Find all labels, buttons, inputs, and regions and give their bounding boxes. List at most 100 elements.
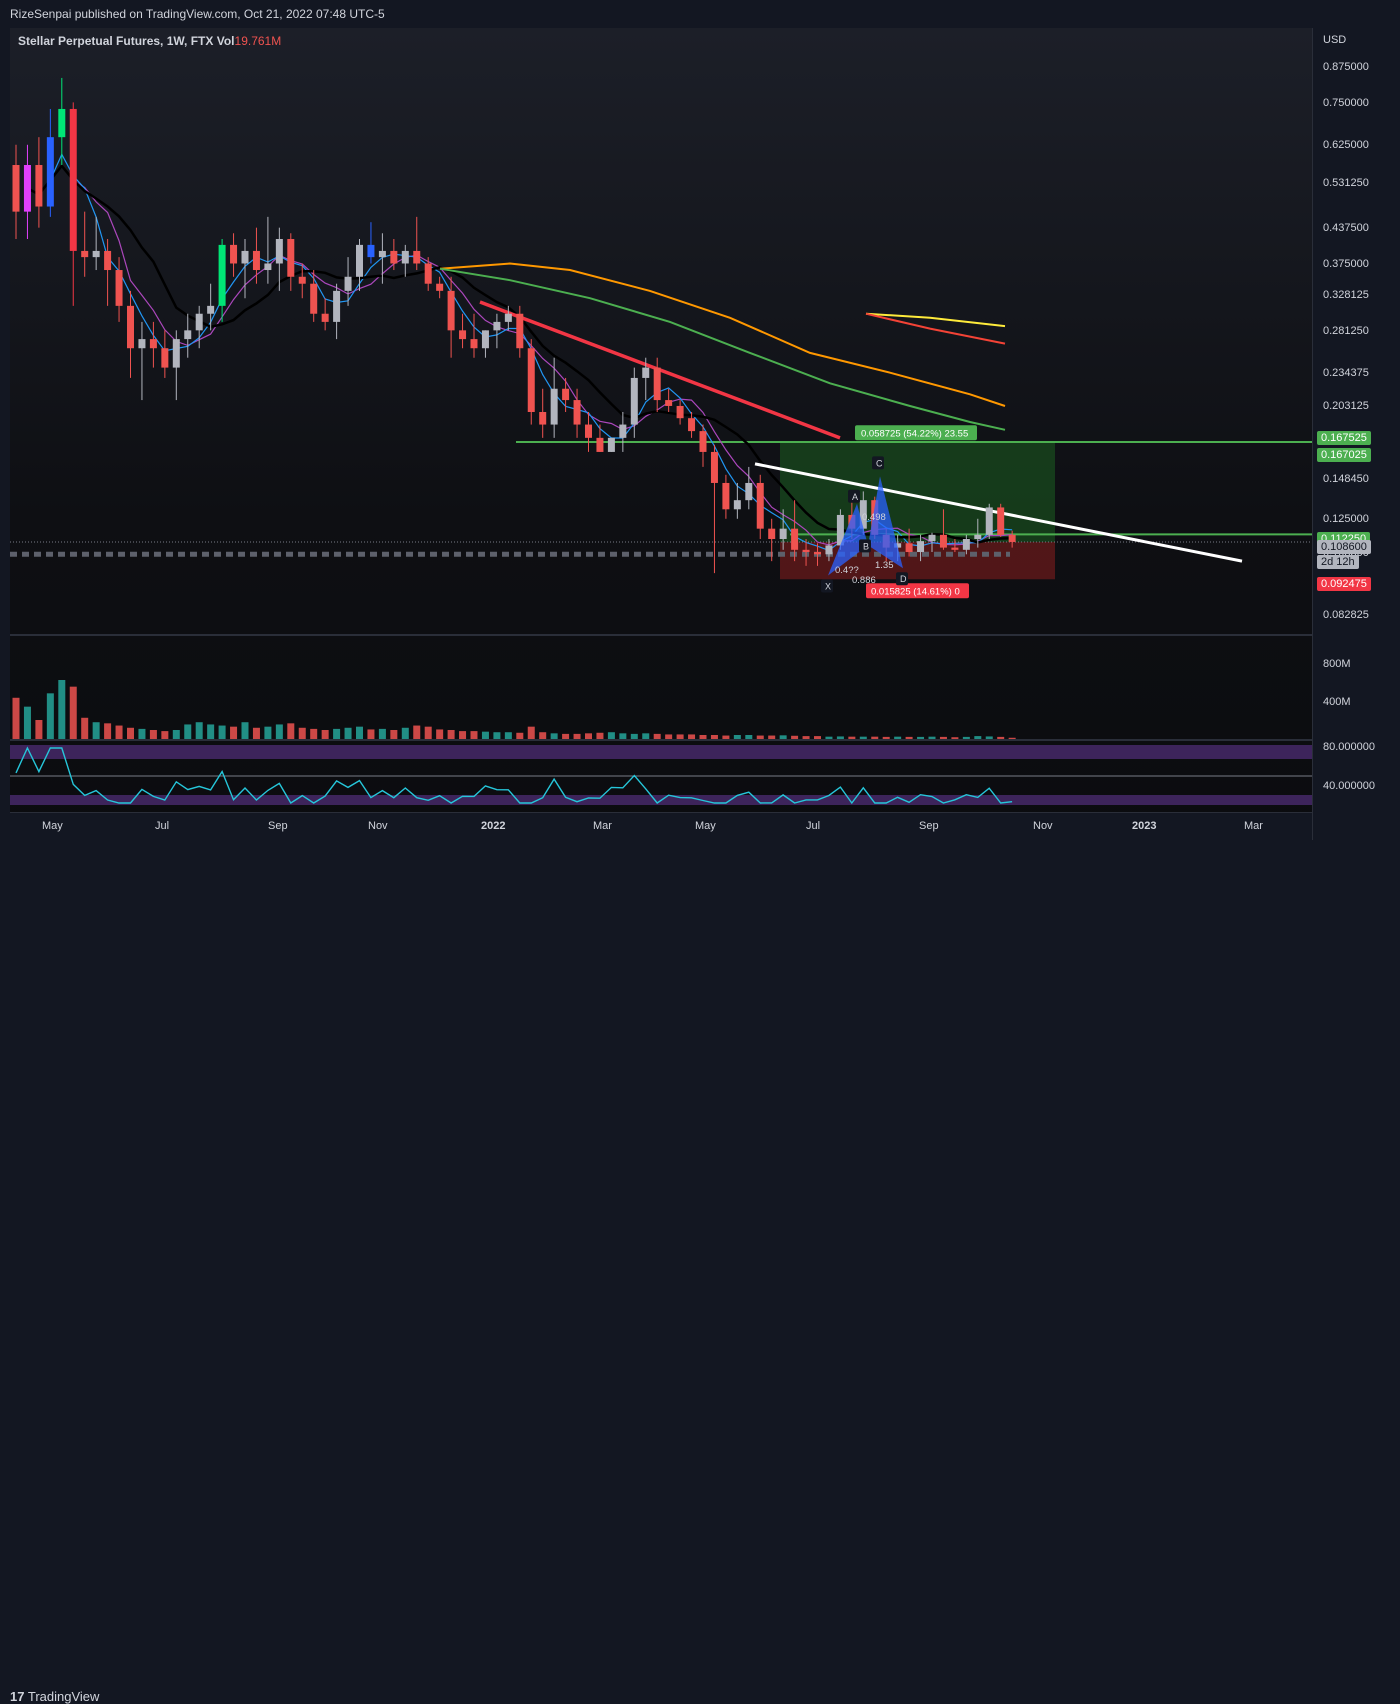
symbol-title: Stellar Perpetual Futures, 1W, FTX (18, 34, 214, 48)
volume-bar (161, 731, 169, 740)
price-tick: 0.328125 (1323, 289, 1369, 302)
symbol-legend: Stellar Perpetual Futures, 1W, FTX Vol19… (18, 34, 281, 48)
candle-body (825, 545, 833, 555)
volume-bar (378, 728, 386, 740)
candle-body (539, 411, 547, 425)
candle-body (81, 250, 89, 258)
volume-bar (802, 736, 810, 740)
volume-bar (905, 736, 913, 740)
price-tick: 0.750000 (1323, 96, 1369, 109)
harmonic-point-label: B (863, 541, 869, 551)
candle-body (310, 283, 318, 314)
volume-bar (149, 730, 157, 740)
vol-value: 19.761M (234, 34, 282, 48)
volume-bar (997, 736, 1005, 740)
volume-bar (516, 732, 524, 740)
candle-body (264, 263, 272, 271)
time-label: Nov (368, 820, 388, 832)
candle-body (768, 528, 776, 540)
volume-bar (699, 735, 707, 740)
candle-body (161, 348, 169, 368)
candle-body (321, 313, 329, 322)
volume-bar (390, 730, 398, 740)
harmonic-point-label: X (825, 582, 831, 592)
time-label: Mar (1244, 820, 1263, 832)
volume-bar (756, 735, 764, 740)
price-tick: 0.125000 (1323, 513, 1369, 526)
volume-bar (92, 722, 100, 740)
rsi-overbought-band (10, 745, 1312, 759)
price-chart-svg[interactable]: 0.058725 (54.22%) 23.55 0.015825 (14.61%)… (10, 28, 1312, 840)
candle-body (607, 437, 615, 452)
candle-body (115, 270, 123, 306)
candle-body (562, 388, 570, 401)
volume-bar (871, 736, 879, 740)
candle-body (745, 482, 753, 501)
candle-body (642, 367, 650, 378)
volume-bar (459, 731, 467, 740)
volume-bar (619, 733, 627, 740)
candle-body (779, 528, 787, 540)
volume-bar (745, 735, 753, 740)
volume-bar (252, 727, 260, 740)
candle-body (699, 431, 707, 452)
volume-tick: 800M (1323, 658, 1351, 670)
candle-body (917, 541, 925, 553)
price-tick: 0.281250 (1323, 324, 1369, 337)
volume-bar (127, 727, 134, 740)
candle-body (218, 244, 226, 306)
volume-bar (779, 735, 787, 740)
volume-bar (722, 735, 730, 740)
volume-bar (310, 728, 318, 740)
volume-bar (493, 732, 501, 740)
tradingview-logo[interactable]: 17 TradingView (10, 1689, 99, 1704)
volume-bar (836, 736, 844, 740)
price-badge: 0.108600 (1317, 539, 1371, 554)
tradingview-brand: TradingView (27, 1689, 100, 1704)
price-badge: 0.167025 (1317, 447, 1371, 462)
candle-body (127, 305, 134, 349)
time-label: Jul (806, 820, 821, 832)
candle-body (413, 250, 421, 264)
volume-bar (230, 726, 238, 740)
rsi-tick: 40.000000 (1323, 780, 1375, 792)
volume-bar (436, 729, 444, 740)
candle-body (997, 507, 1005, 535)
volume-bar (218, 725, 226, 740)
price-tick: 0.437500 (1323, 222, 1369, 235)
volume-bar (241, 722, 249, 740)
time-axis[interactable]: May Jul Sep Nov 2022 Mar May Jul Sep Nov 2023 Mar (10, 812, 1312, 841)
candle-body (791, 528, 799, 550)
volume-bar (527, 726, 535, 740)
volume-bar (848, 736, 856, 740)
candle-body (184, 330, 192, 340)
candle-body (104, 250, 112, 271)
volume-bar (35, 720, 43, 740)
chart-area[interactable]: 0.058725 (54.22%) 23.55 0.015825 (14.61%)… (10, 28, 1312, 840)
time-label: May (695, 820, 716, 832)
harmonic-bcd (868, 476, 903, 569)
volume-bar (585, 733, 592, 740)
candle-body (138, 339, 146, 349)
volume-bar (642, 733, 650, 740)
volume-bar (814, 736, 821, 740)
volume-bar (550, 733, 558, 740)
currency-label: USD (1323, 34, 1347, 46)
harmonic-point-bg (896, 572, 908, 586)
volume-bar (172, 730, 180, 740)
volume-bar (573, 733, 581, 740)
price-tick: 0.082825 (1323, 608, 1369, 621)
price-axis[interactable]: USD 0.875000 0.750000 0.625000 0.531250 0.43… (1312, 28, 1400, 840)
volume-bar (138, 728, 146, 740)
ma-red (865, 312, 1006, 345)
volume-bar (951, 737, 959, 740)
candle-body (573, 400, 581, 425)
candle-body (230, 244, 238, 264)
volume-bar (653, 733, 661, 740)
candle-body (356, 244, 363, 277)
volume-bar (733, 735, 741, 740)
volume-bar (596, 732, 604, 740)
candle-body (516, 313, 524, 349)
time-label: 2023 (1132, 820, 1157, 832)
candle-body (378, 250, 386, 258)
